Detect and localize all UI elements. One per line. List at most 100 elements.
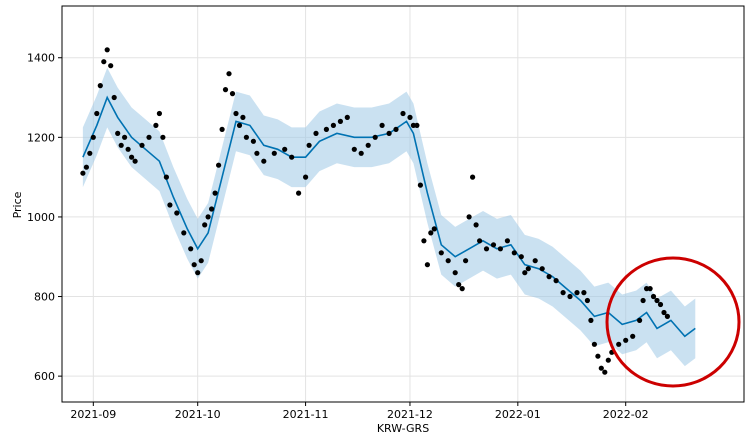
observed-point — [236, 122, 243, 128]
observed-point — [358, 150, 364, 156]
y-tick-label: 800 — [34, 291, 55, 304]
observed-point — [132, 158, 138, 164]
observed-point — [205, 214, 211, 220]
observed-point — [323, 126, 329, 132]
observed-point — [477, 238, 483, 244]
observed-point — [654, 297, 660, 304]
observed-point — [282, 146, 288, 152]
observed-point — [497, 246, 503, 252]
observed-point — [160, 134, 166, 140]
observed-point — [83, 164, 89, 170]
observed-point — [191, 262, 197, 268]
observed-point — [463, 258, 469, 264]
observed-point — [80, 170, 86, 176]
observed-point — [254, 150, 260, 156]
observed-point — [504, 238, 510, 244]
observed-point — [233, 110, 239, 117]
observed-point — [640, 297, 646, 304]
observed-point — [428, 230, 434, 236]
plot-frame — [61, 5, 745, 403]
observed-point — [518, 254, 524, 260]
observed-point — [90, 134, 96, 140]
observed-point — [219, 126, 225, 132]
observed-point — [216, 162, 222, 168]
observed-point — [202, 222, 208, 228]
observed-point — [372, 134, 378, 140]
y-axis-ticks: 600 800 1000 1200 1400 — [27, 52, 62, 383]
observed-point — [153, 122, 159, 128]
observed-point — [195, 270, 201, 276]
x-tick-label: 2021-10 — [175, 408, 221, 421]
observed-point — [87, 150, 93, 156]
observed-point — [261, 158, 267, 164]
observed-point — [344, 114, 350, 120]
y-tick-label: 1000 — [27, 211, 55, 224]
observed-point — [407, 114, 413, 120]
observed-point — [574, 290, 580, 296]
observed-point — [616, 341, 622, 347]
observed-point — [163, 174, 169, 180]
observed-point — [421, 238, 427, 244]
y-tick-label: 1200 — [27, 131, 55, 144]
y-axis-label: Price — [11, 191, 24, 218]
observed-point — [623, 337, 629, 343]
uncertainty-band — [82, 67, 696, 367]
observed-point — [250, 138, 256, 144]
observed-point — [470, 174, 476, 180]
observed-point — [414, 122, 420, 128]
observed-point — [459, 286, 465, 292]
observed-point — [330, 122, 336, 128]
x-tick-label: 2021-11 — [283, 408, 329, 421]
observed-point — [313, 130, 319, 136]
observed-point — [198, 258, 204, 264]
observed-point — [104, 47, 110, 53]
observed-point — [598, 365, 604, 371]
y-tick-label: 600 — [34, 370, 55, 383]
observed-point — [289, 154, 295, 160]
observed-point — [118, 142, 124, 148]
observed-point — [605, 357, 611, 363]
observed-point — [657, 301, 664, 308]
observed-point — [602, 369, 608, 375]
observed-point — [424, 262, 430, 268]
observed-point — [386, 130, 392, 136]
forecast-line — [82, 95, 696, 338]
observed-point — [637, 317, 643, 323]
observed-point — [181, 230, 187, 236]
observed-point — [129, 154, 135, 160]
observed-point — [296, 190, 302, 196]
observed-point — [664, 313, 671, 319]
observed-point — [188, 246, 194, 252]
x-axis-label: KRW-GRS — [377, 422, 429, 435]
observed-point — [417, 182, 423, 188]
x-tick-label: 2022-01 — [495, 408, 541, 421]
observed-point — [511, 250, 517, 256]
observed-point — [229, 91, 236, 97]
observed-point — [108, 63, 114, 69]
observed-point — [393, 126, 399, 132]
observed-point — [222, 87, 229, 93]
observed-point — [647, 286, 653, 292]
observed-point — [445, 258, 451, 264]
y-tick-label: 1400 — [27, 52, 55, 65]
observed-point — [209, 206, 215, 212]
observed-point — [306, 142, 312, 148]
observed-point — [595, 353, 601, 359]
observed-point — [588, 317, 594, 323]
observed-point — [139, 142, 145, 148]
observed-point — [650, 293, 657, 300]
observed-point — [466, 214, 472, 220]
observed-point — [591, 341, 598, 347]
observed-point — [525, 266, 531, 272]
observed-points — [80, 47, 671, 375]
observed-point — [271, 150, 277, 156]
observed-point — [174, 210, 180, 216]
observed-point — [94, 110, 100, 117]
observed-point — [351, 146, 357, 152]
observed-point — [567, 293, 573, 300]
observed-point — [473, 222, 479, 228]
observed-point — [522, 270, 528, 276]
observed-point — [146, 134, 152, 140]
